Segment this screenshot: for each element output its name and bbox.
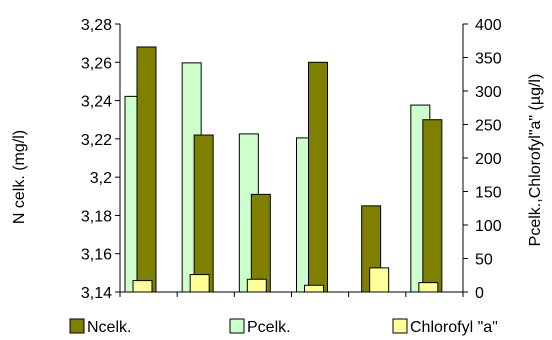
bar-ncelk bbox=[250, 193, 271, 293]
left-tick-label: 3,2 bbox=[90, 170, 112, 187]
bar-chlorofyl bbox=[418, 282, 439, 293]
legend: Ncelk. Pcelk. Chlorofyl "a" bbox=[69, 318, 498, 336]
legend-label: Chlorofyl "a" bbox=[410, 319, 498, 336]
left-tick-label: 3,22 bbox=[81, 132, 112, 149]
right-axis-title: Pcelk.,Chlorofyl"a" (µg/l) bbox=[527, 74, 544, 247]
right-tick-label: 100 bbox=[475, 218, 502, 235]
bars-group bbox=[124, 46, 443, 293]
legend-swatch bbox=[392, 318, 408, 334]
right-tick-label: 0 bbox=[475, 285, 484, 302]
bar-chlorofyl bbox=[369, 267, 390, 293]
bar-chlorofyl bbox=[246, 278, 267, 293]
right-tick-label: 350 bbox=[475, 51, 502, 68]
right-tick-label: 50 bbox=[475, 252, 493, 269]
bar-ncelk bbox=[308, 61, 328, 293]
bar-ncelk bbox=[422, 119, 443, 293]
left-tick-label: 3,18 bbox=[81, 208, 112, 225]
right-tick-label: 400 bbox=[475, 17, 502, 34]
right-tick-label: 300 bbox=[475, 84, 502, 101]
right-tick-label: 250 bbox=[475, 118, 502, 135]
left-tick-label: 3,28 bbox=[81, 17, 112, 34]
right-tick-label: 200 bbox=[475, 151, 502, 168]
legend-label: Ncelk. bbox=[87, 319, 131, 336]
legend-label: Pcelk. bbox=[247, 319, 291, 336]
left-tick-label: 3,26 bbox=[81, 55, 112, 72]
bar-ncelk bbox=[193, 134, 214, 293]
left-tick-label: 3,24 bbox=[81, 94, 112, 111]
axes-group bbox=[115, 23, 468, 297]
left-axis-title: N celk. (mg/l) bbox=[11, 130, 28, 224]
left-tick-label: 3,14 bbox=[81, 285, 112, 302]
legend-swatch bbox=[69, 318, 85, 334]
legend-swatch bbox=[229, 318, 245, 334]
right-tick-labels: 0 50 100 150 200 250 300 350 400 bbox=[475, 17, 502, 302]
left-tick-labels: 3,14 3,16 3,18 3,2 3,22 3,24 3,26 3,28 bbox=[81, 17, 112, 302]
left-tick-label: 3,16 bbox=[81, 247, 112, 264]
bar-chlorofyl bbox=[189, 274, 210, 293]
bar-chlorofyl bbox=[132, 280, 153, 293]
bar-ncelk bbox=[136, 46, 157, 293]
right-tick-label: 150 bbox=[475, 185, 502, 202]
bar-chlorofyl bbox=[304, 284, 324, 293]
